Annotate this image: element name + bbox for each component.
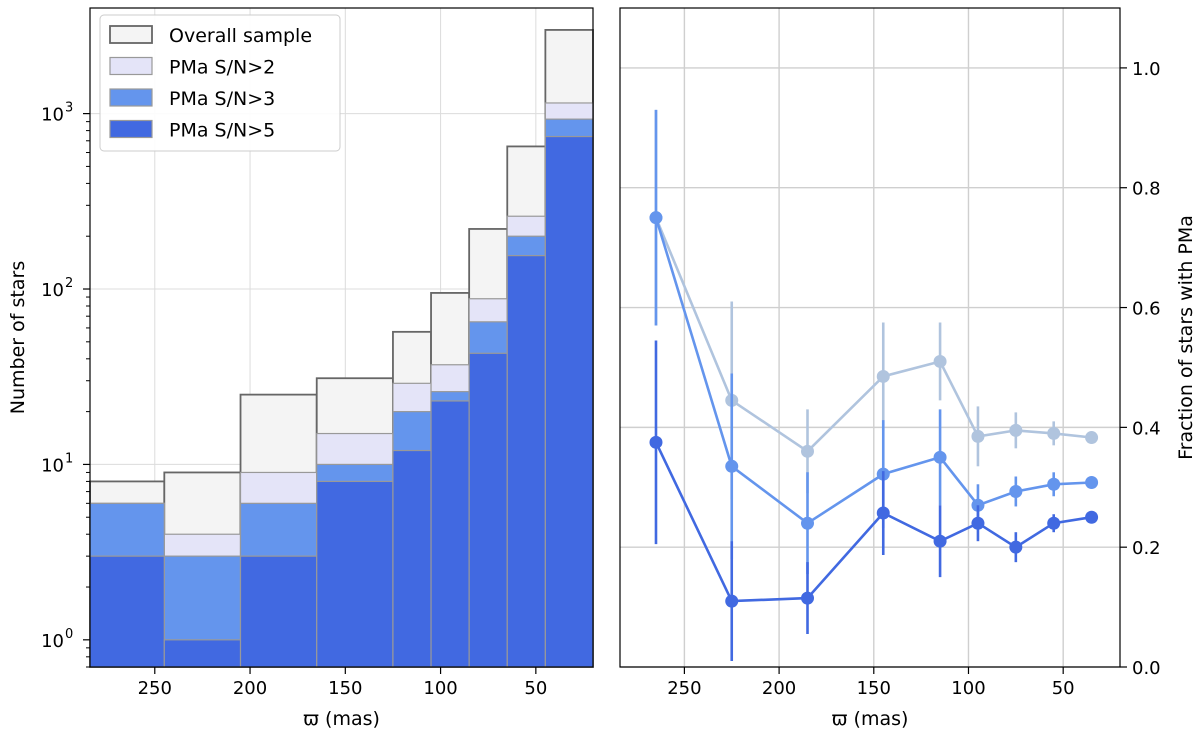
y-tick-label: 0.6 <box>1132 299 1161 320</box>
histogram-bar <box>506 255 546 668</box>
y-axis-label: Fraction of stars with PMa <box>1175 215 1197 460</box>
data-point <box>971 516 985 530</box>
histogram-bar <box>239 555 318 668</box>
histogram-bar <box>468 352 508 668</box>
data-point <box>1047 477 1061 491</box>
data-point <box>933 354 947 368</box>
x-tick-label: 150 <box>328 678 362 699</box>
legend-label: PMa S/N>3 <box>169 88 275 110</box>
x-tick-label: 200 <box>233 678 267 699</box>
data-point <box>876 506 890 520</box>
legend: Overall sample PMa S/N>2 PMa S/N>3 PMa S/N>… <box>99 14 341 152</box>
data-point <box>725 459 739 473</box>
y-tick-label: 101 <box>41 451 73 476</box>
x-tick-label: 250 <box>138 678 172 699</box>
y-tick-label-exponent: 2 <box>65 276 73 291</box>
data-point <box>933 534 947 548</box>
data-point <box>1009 540 1023 554</box>
histogram-bar <box>89 555 165 668</box>
legend-label: PMa S/N>5 <box>169 120 275 142</box>
legend-box <box>99 14 341 152</box>
y-axis-label: Number of stars <box>7 261 29 414</box>
histogram-bar <box>430 400 470 668</box>
y-tick-label: 0.4 <box>1132 418 1161 439</box>
y-tick-label: 0.8 <box>1132 179 1161 200</box>
legend-swatch <box>109 119 153 139</box>
y-tick-label-base: 10 <box>41 631 64 652</box>
y-tick-label: 100 <box>41 627 73 652</box>
data-point <box>801 591 814 605</box>
y-tick-label-base: 10 <box>41 280 64 301</box>
legend-label: Overall sample <box>169 25 312 47</box>
x-axis-label: ϖ (mas) <box>832 708 909 730</box>
data-point <box>649 435 663 449</box>
histogram-bar <box>544 135 594 668</box>
data-point <box>1009 423 1023 437</box>
x-tick-label: 200 <box>762 678 796 699</box>
x-tick-label: 150 <box>857 678 891 699</box>
data-point <box>1047 516 1061 530</box>
data-point <box>1047 426 1061 440</box>
y-tick-label: 0.2 <box>1132 538 1161 559</box>
legend-swatch <box>109 88 153 107</box>
y-tick-label-exponent: 3 <box>65 101 73 116</box>
x-tick-label: 100 <box>423 678 457 699</box>
y-tick-label: 0.0 <box>1132 658 1161 679</box>
legend-swatch <box>109 25 153 44</box>
legend-label: PMa S/N>2 <box>169 57 275 79</box>
histogram-bar <box>316 480 394 668</box>
data-point <box>725 594 739 608</box>
data-point <box>649 211 663 225</box>
y-tick-label: 103 <box>41 101 73 126</box>
data-point <box>1085 475 1099 489</box>
x-tick-label: 50 <box>1052 678 1075 699</box>
x-tick-label: 250 <box>667 678 701 699</box>
x-tick-label: 100 <box>951 678 985 699</box>
data-point <box>876 369 890 383</box>
fraction-panel: 250 200 150 100 50 0.0 0.2 0.4 0.6 0.8 1.0 ϖ (mas) F… <box>619 7 1197 730</box>
plot-frame <box>619 7 1121 668</box>
histogram-bar <box>392 449 432 668</box>
histogram-bar <box>163 639 242 668</box>
y-tick-label-base: 10 <box>41 455 64 476</box>
data-point <box>801 516 814 530</box>
x-axis-label: ϖ (mas) <box>303 708 380 730</box>
data-point <box>1085 431 1099 445</box>
y-tick-label-exponent: 0 <box>65 627 73 642</box>
data-point <box>971 429 985 443</box>
data-point <box>1085 510 1099 524</box>
x-tick-label: 50 <box>524 678 547 699</box>
y-tick-label: 102 <box>41 276 73 301</box>
data-point <box>801 444 814 458</box>
y-tick-label-exponent: 1 <box>65 451 73 466</box>
data-point <box>1009 484 1023 498</box>
plot-frame <box>89 7 594 668</box>
data-point <box>933 450 947 464</box>
y-tick-label: 1.0 <box>1132 59 1161 80</box>
legend-swatch <box>109 56 153 76</box>
y-tick-label-base: 10 <box>41 105 64 126</box>
